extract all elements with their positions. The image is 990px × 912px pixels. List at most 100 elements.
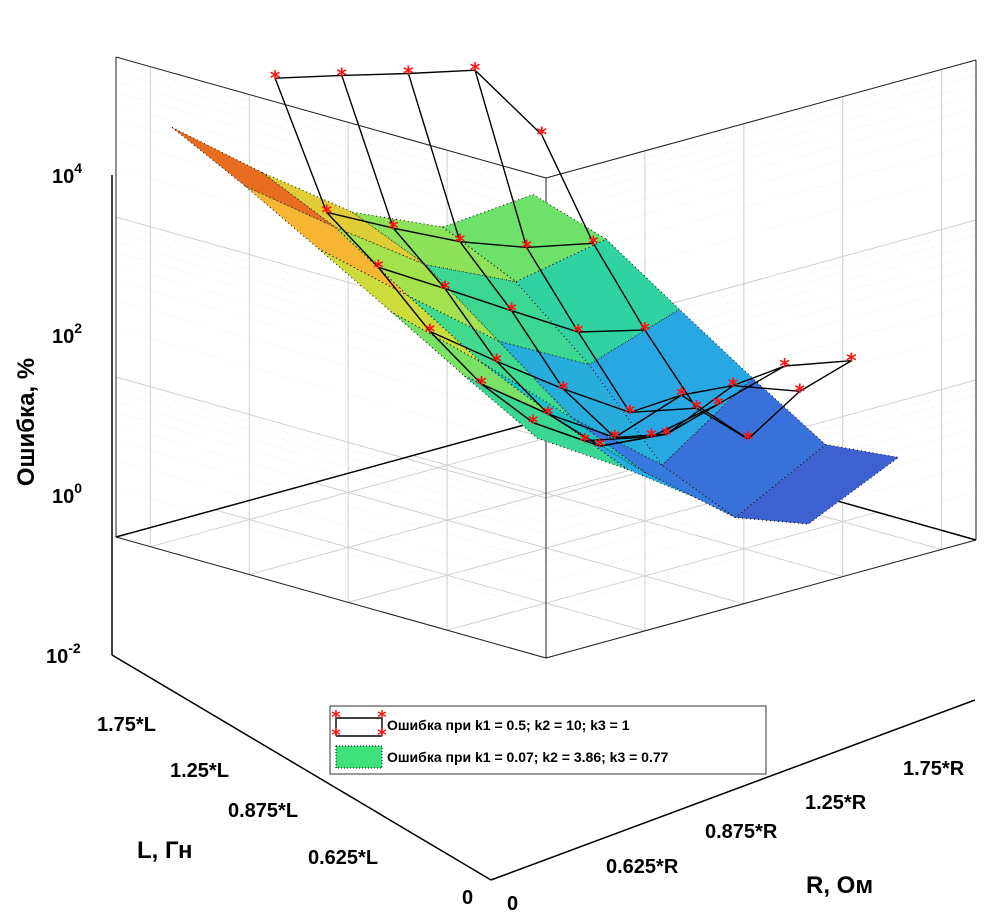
y-tick-labels: 0 0.625*L 0.875*L 1.25*L 1.75*L [97, 714, 473, 909]
x-tick-label: 0.875*R [705, 821, 778, 843]
box-edge [115, 536, 547, 659]
mesh-point-marker: * [794, 379, 805, 403]
y-axis-title: L, Гн [137, 837, 193, 864]
svg-text:*: * [377, 707, 387, 728]
mesh-point-marker: * [337, 63, 348, 87]
mesh-point-marker: * [491, 349, 502, 373]
box-edge [545, 539, 977, 659]
x-tick-label: 0.625*R [606, 856, 679, 878]
legend-label-surface: Ошибка при k1 = 0.07; k2 = 3.86; k3 = 0.… [387, 749, 669, 765]
mesh-point-marker: * [388, 216, 399, 240]
y-gridline [249, 456, 680, 575]
surface-cell [661, 377, 827, 519]
z-minor-gridline [115, 252, 547, 374]
z-minor-gridline [115, 104, 547, 227]
z-minor-gridline [115, 120, 547, 243]
mesh-point-marker: * [588, 231, 599, 255]
mesh-point-marker: * [846, 349, 857, 373]
mesh-line [474, 69, 785, 414]
mesh-point-marker: * [558, 377, 569, 401]
mesh-point-marker: * [506, 299, 517, 323]
z-minor-gridline [545, 66, 977, 186]
mesh-line [274, 77, 585, 442]
mesh-point-marker: * [743, 427, 754, 451]
legend-box [329, 705, 767, 775]
box-edge [115, 56, 547, 179]
y-gridline [150, 428, 581, 548]
mesh-point-marker: * [470, 58, 481, 82]
x-tick-label: 0 [507, 893, 518, 912]
mesh-point-marker: * [440, 277, 451, 301]
mesh-point-marker: * [403, 61, 414, 85]
z-minor-gridline [115, 81, 547, 204]
legend-label-mesh: Ошибка при k1 = 0.5; k2 = 10; k3 = 1 [387, 717, 630, 733]
y-tick-label: 0 [462, 887, 473, 909]
x-tick-label: 1.75*R [903, 758, 965, 780]
x-gridline [214, 509, 646, 632]
surface-cell [171, 126, 336, 228]
mesh-point-marker: * [455, 230, 466, 254]
mesh-point-marker: * [476, 372, 487, 396]
z-minor-gridline [115, 72, 547, 194]
z-minor-gridline [115, 92, 547, 214]
y-tick-label: 0.625*L [308, 847, 378, 869]
y-gridline [348, 483, 779, 603]
error-mesh-1: * * * ***** * ***** ***** ******** ** ** *** * [270, 58, 857, 458]
svg-text:*: * [331, 707, 341, 728]
z-minor-gridline [115, 412, 547, 534]
mesh-point-marker: * [610, 425, 621, 449]
mesh-point-marker: * [640, 318, 651, 342]
mesh-point-marker: * [579, 429, 590, 453]
y-gridline [446, 511, 878, 631]
z-minor-gridline [115, 488, 547, 611]
legend-marker-surface [335, 745, 383, 769]
z-axis-title: Ошибка, % [13, 358, 40, 486]
z-minor-gridline [115, 241, 547, 364]
x-axis-line-front [490, 699, 976, 881]
mesh-point-marker: * [543, 402, 554, 426]
z-tick-label: 10-2 [46, 640, 81, 668]
surface-cell [733, 443, 900, 525]
surface-cell [334, 226, 500, 342]
mesh-line [541, 134, 852, 440]
z-minor-gridline [545, 84, 977, 204]
z-tick-label: 102 [52, 320, 82, 348]
z-minor-gridline [115, 264, 547, 387]
y-tick-label: 0.875*L [228, 800, 298, 822]
z-minor-gridline [115, 300, 547, 422]
y-tick-label: 1.25*L [170, 760, 229, 782]
surface-cell [352, 211, 517, 283]
mesh-point-marker: * [646, 425, 657, 449]
surface-cell [463, 375, 628, 470]
x-gridline [412, 455, 843, 578]
surface-cell [408, 295, 573, 419]
z-minor-gridline [115, 280, 547, 403]
mesh-point-marker: * [270, 66, 281, 90]
mesh-point-marker: * [528, 411, 539, 435]
legend: * * * * Ошибка при k1 = 0.5; k2 = 10; k3… [329, 705, 767, 775]
y-axis-line [115, 418, 547, 538]
z-minor-gridline [115, 424, 547, 547]
z-minor-gridline [115, 168, 547, 291]
svg-text:*: * [377, 725, 387, 746]
z-minor-gridline [115, 392, 547, 514]
z-minor-gridline [545, 95, 977, 214]
mesh-point-marker: * [713, 392, 724, 416]
x-tick-label: 1.25*R [805, 792, 867, 814]
x-axis-title: R, Ом [806, 872, 873, 899]
mesh-point-marker: * [521, 235, 532, 259]
legend-marker-mesh: * * * * [331, 707, 387, 746]
z-minor-gridline [115, 328, 547, 451]
box-edge [545, 59, 977, 179]
y-axis-line-front [111, 654, 492, 881]
svg-text:*: * [331, 725, 341, 746]
z-tick-label: 104 [52, 160, 82, 188]
surface-cell [424, 263, 591, 366]
x-tick-labels: 0 0.625*R 0.875*R 1.25*R 1.75*R [507, 758, 965, 912]
mesh-point-marker: * [691, 396, 702, 420]
mesh-point-marker: * [573, 320, 584, 344]
mesh-point-marker: * [625, 400, 636, 424]
z-gridline [115, 376, 547, 499]
z-tick-label: 100 [52, 480, 82, 508]
z-minor-gridline [545, 107, 977, 227]
